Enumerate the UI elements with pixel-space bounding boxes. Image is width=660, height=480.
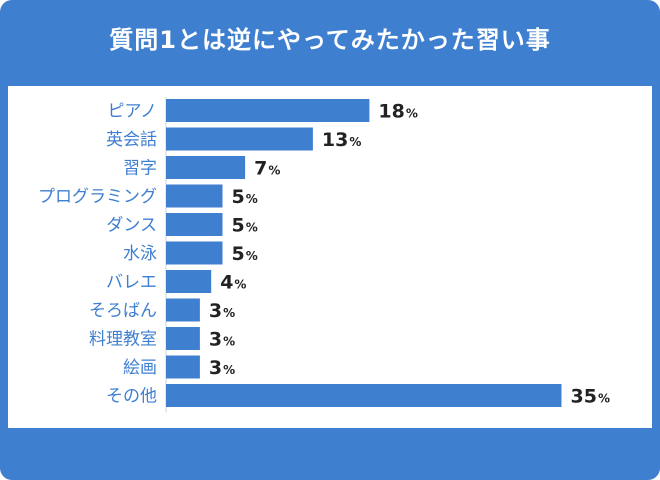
category-label: 料理教室 bbox=[89, 330, 157, 350]
category-label: 水泳 bbox=[123, 244, 157, 264]
category-label: そろばん bbox=[89, 301, 157, 321]
data-label: 13% bbox=[322, 129, 361, 151]
bar bbox=[166, 156, 246, 179]
data-label: 4% bbox=[220, 272, 246, 294]
bar bbox=[166, 270, 212, 293]
data-label: 7% bbox=[254, 158, 280, 180]
data-label: 18% bbox=[378, 101, 417, 123]
bar bbox=[166, 241, 223, 265]
data-label: 3% bbox=[209, 357, 235, 379]
bar bbox=[166, 213, 223, 236]
category-label: ピアノ bbox=[108, 102, 157, 122]
category-label: バレエ bbox=[106, 273, 157, 293]
bar bbox=[166, 298, 200, 322]
data-label: 35% bbox=[571, 386, 610, 408]
data-label: 5% bbox=[232, 215, 258, 237]
category-label: ダンス bbox=[106, 216, 157, 236]
data-label: 5% bbox=[232, 243, 258, 265]
category-label: 習字 bbox=[123, 159, 157, 179]
category-label: その他 bbox=[106, 387, 157, 407]
category-label: プログラミング bbox=[38, 187, 157, 207]
chart-panel bbox=[8, 86, 652, 428]
chart-title: 質問1とは逆にやってみたかった習い事 bbox=[109, 26, 551, 54]
category-label: 英会話 bbox=[106, 130, 157, 150]
data-label: 3% bbox=[209, 300, 235, 322]
bar bbox=[166, 99, 370, 122]
bar bbox=[166, 355, 200, 379]
bar bbox=[166, 384, 562, 407]
bar bbox=[166, 127, 313, 151]
bar bbox=[166, 184, 223, 208]
data-label: 3% bbox=[209, 329, 235, 351]
data-label: 5% bbox=[232, 186, 258, 208]
bar bbox=[166, 327, 200, 350]
category-label: 絵画 bbox=[123, 358, 157, 378]
